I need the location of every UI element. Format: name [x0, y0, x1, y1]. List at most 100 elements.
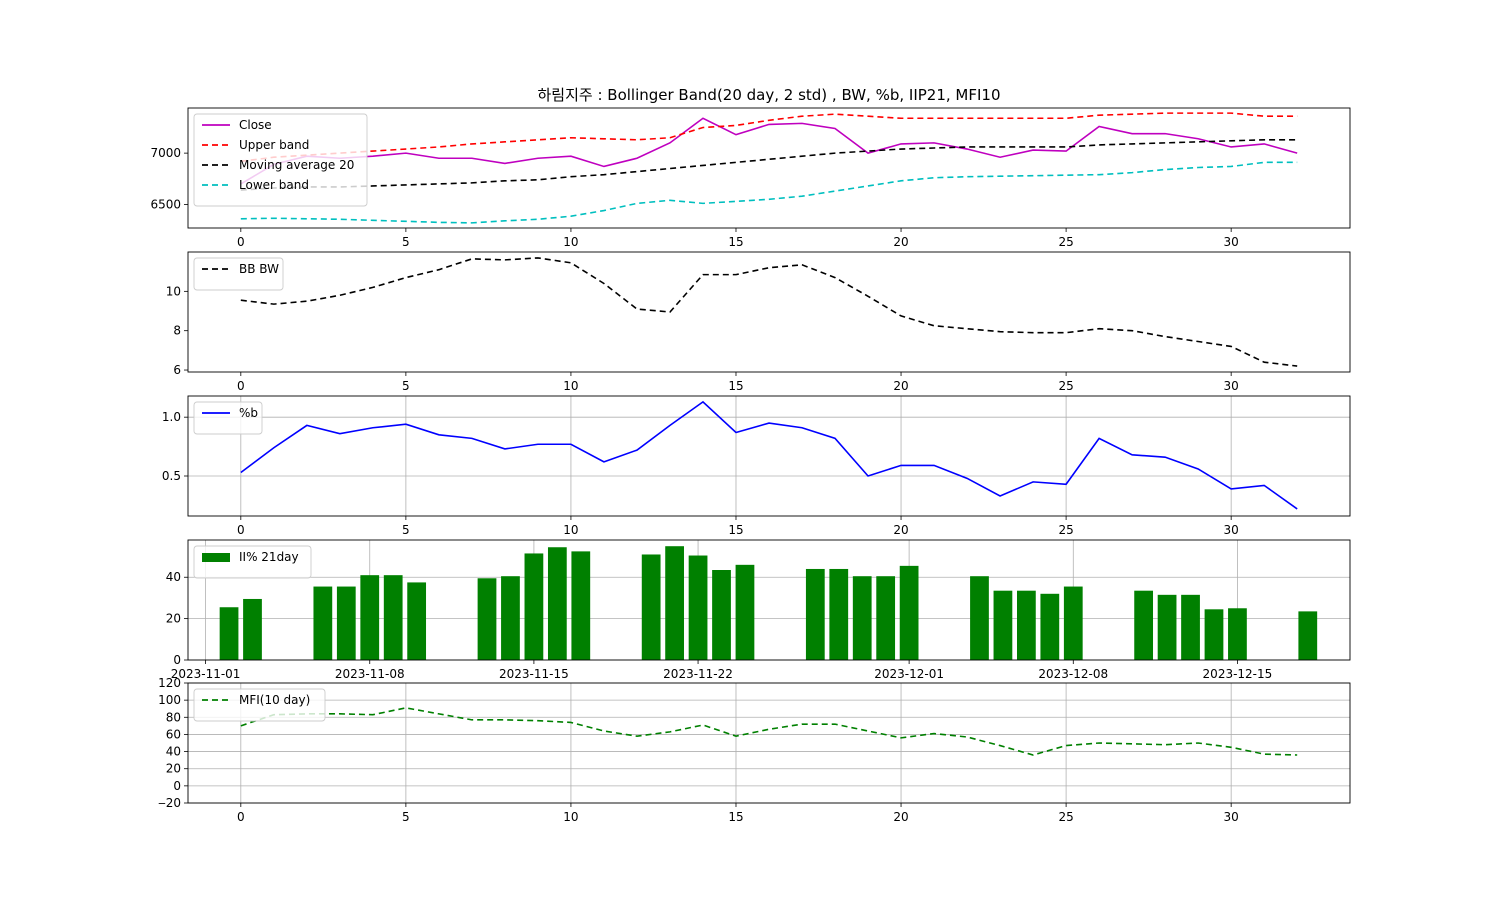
bar	[524, 553, 544, 660]
y-tick-label: 0	[173, 653, 181, 667]
series-line	[240, 117, 1298, 185]
axes-frame	[187, 682, 1351, 804]
series-line	[240, 400, 1298, 510]
bar	[1181, 594, 1200, 660]
x-tick-label: 0	[237, 379, 245, 393]
bar	[407, 582, 427, 660]
x-tick-label: 2023-11-15	[499, 667, 569, 681]
x-tick-label: 5	[402, 379, 410, 393]
legend-box	[193, 113, 368, 207]
x-tick-label: 10	[563, 379, 578, 393]
panel-price: 0 5 10 15 20 25 30 6500 7000 Close Upper band Movin…	[150, 107, 1351, 249]
y-tick-label: 120	[158, 676, 181, 690]
series-line	[240, 138, 1298, 191]
legend-label: II% 21day	[239, 550, 299, 564]
y-tick-label: 20	[166, 762, 181, 776]
bar	[805, 568, 825, 660]
bar	[501, 576, 520, 660]
bar	[688, 555, 708, 660]
panel-pctb: 0 5 10 15 20 25 30 0.5 1.0 %b	[162, 395, 1351, 537]
legend: MFI(10 day)	[193, 688, 326, 722]
x-tick-label: 15	[728, 379, 743, 393]
x-tick-label: 30	[1224, 523, 1239, 537]
bar	[852, 576, 872, 660]
bar	[876, 576, 896, 660]
bar	[243, 598, 262, 660]
x-tick-label: 25	[1058, 523, 1073, 537]
bar	[1228, 608, 1247, 660]
legend: %b	[193, 401, 263, 435]
y-tick-label: 20	[166, 612, 181, 626]
legend-box	[193, 401, 263, 435]
bar	[1016, 590, 1036, 660]
legend-box	[193, 688, 326, 722]
x-tick-label: 2023-11-08	[335, 667, 405, 681]
x-tick-label: 0	[237, 523, 245, 537]
bar	[665, 546, 684, 660]
bar	[1134, 590, 1154, 660]
y-tick-label: 100	[158, 693, 181, 707]
plot-area	[240, 707, 1298, 756]
y-tick-label: 6500	[150, 197, 181, 211]
series-line	[240, 161, 1298, 224]
panel-iip: 2023-11-01 2023-11-08 2023-11-15 2023-11-22…	[166, 539, 1351, 681]
y-tick-label: 60	[166, 727, 181, 741]
bar	[1204, 609, 1224, 660]
legend-swatch	[202, 553, 230, 562]
legend-label: Moving average 20	[239, 158, 354, 172]
legend: II% 21day	[193, 545, 312, 579]
bar	[899, 565, 919, 660]
bar	[1063, 586, 1083, 660]
x-tick-label: 20	[893, 523, 908, 537]
legend-label: %b	[239, 406, 258, 420]
chart-title: 하림지주 : Bollinger Band(20 day, 2 std) , B…	[537, 86, 1000, 104]
plot-area	[240, 400, 1298, 510]
series-line	[240, 257, 1298, 367]
plot-area	[219, 546, 1318, 660]
x-tick-label: 25	[1058, 379, 1073, 393]
bar	[829, 568, 849, 660]
y-tick-label: 1.0	[162, 410, 181, 424]
bar	[1040, 593, 1060, 660]
x-tick-label: 2023-12-01	[874, 667, 944, 681]
x-tick-label: 5	[402, 523, 410, 537]
x-tick-label: 0	[237, 235, 245, 249]
x-tick-label: 20	[893, 379, 908, 393]
y-tick-label: 40	[166, 745, 181, 759]
plot-area	[240, 257, 1298, 367]
x-tick-label: 2023-11-22	[663, 667, 733, 681]
y-tick-label: 0.5	[162, 469, 181, 483]
y-tick-label: 6	[173, 363, 181, 377]
legend-label: MFI(10 day)	[239, 693, 310, 707]
x-tick-label: 10	[563, 235, 578, 249]
panel-mfi: 0 5 10 15 20 25 30 ‒20 0 20 40 60 80 100 120 MFI(10 day…	[158, 676, 1351, 824]
bar	[360, 575, 380, 660]
x-tick-label: 0	[237, 810, 245, 824]
x-tick-label: 2023-11-01	[171, 667, 241, 681]
bar	[641, 554, 661, 660]
bar	[1157, 594, 1177, 660]
y-tick-label: 7000	[150, 146, 181, 160]
y-tick-label: 40	[166, 570, 181, 584]
x-tick-label: 15	[728, 235, 743, 249]
legend-label: BB BW	[239, 262, 279, 276]
bar	[735, 564, 755, 660]
x-tick-label: 15	[728, 810, 743, 824]
x-tick-label: 25	[1058, 235, 1073, 249]
bar	[219, 607, 239, 660]
x-tick-label: 10	[563, 523, 578, 537]
bar	[1298, 611, 1318, 660]
legend: Close Upper band Moving average 20 Lower ba…	[193, 113, 368, 207]
bar	[993, 590, 1013, 660]
legend: BB BW	[193, 257, 284, 291]
y-tick-label: 8	[173, 324, 181, 338]
legend-label: Lower band	[239, 178, 309, 192]
x-tick-label: 30	[1224, 235, 1239, 249]
y-tick-label: 10	[166, 284, 181, 298]
axes-frame	[187, 251, 1351, 373]
y-tick-label: ‒20	[158, 796, 181, 810]
x-tick-label: 30	[1224, 810, 1239, 824]
legend-label: Close	[239, 118, 272, 132]
x-tick-label: 5	[402, 810, 410, 824]
x-tick-label: 30	[1224, 379, 1239, 393]
